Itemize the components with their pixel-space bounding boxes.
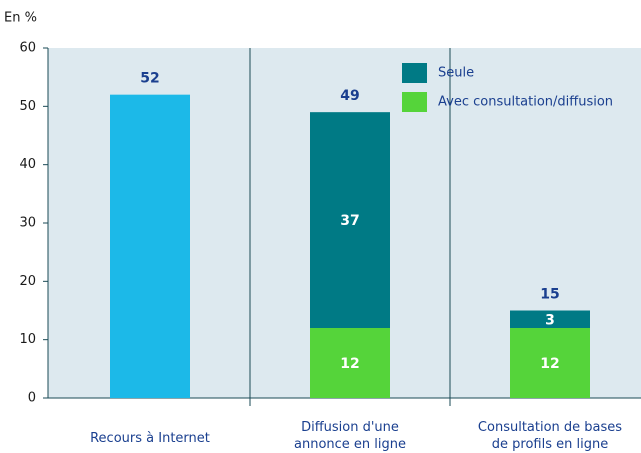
y-axis-label: En % <box>4 11 37 26</box>
y-tick-label: 30 <box>19 216 36 231</box>
total-label: 15 <box>540 287 559 303</box>
x-tick-label: Diffusion d'une annonce en ligne <box>294 420 406 452</box>
y-tick-label: 40 <box>19 157 36 172</box>
x-tick-label: Consultation de bases de profils en ligne <box>478 420 622 452</box>
bar-segment <box>110 94 190 399</box>
x-tick-label-line: de profils en ligne <box>492 437 608 452</box>
x-tick-label-line: annonce en ligne <box>294 437 406 452</box>
x-tick-label-line: Diffusion d'une <box>301 420 399 435</box>
segment-label: 3 <box>545 312 555 328</box>
y-tick-label: 50 <box>19 99 36 114</box>
bar-segment <box>310 328 390 398</box>
legend-label: Seule <box>438 66 474 81</box>
segment-label: 12 <box>340 356 359 372</box>
segment-label: 37 <box>340 213 359 229</box>
total-label: 49 <box>340 88 359 104</box>
bar-segment <box>310 112 390 329</box>
x-tick-label-line: Consultation de bases <box>478 420 622 435</box>
y-tick-label: 60 <box>19 41 36 56</box>
x-tick-label-line: Recours à Internet <box>90 431 210 446</box>
legend-swatch <box>402 92 427 112</box>
segment-label: 12 <box>540 356 559 372</box>
y-tick-label: 20 <box>19 274 36 289</box>
total-label: 52 <box>140 71 159 87</box>
legend-swatch <box>402 63 427 83</box>
y-tick-label: 10 <box>19 332 36 347</box>
legend-label: Avec consultation/diffusion <box>438 95 613 110</box>
bar-segment <box>510 310 590 328</box>
y-tick-label: 0 <box>28 391 36 406</box>
x-tick-label: Recours à Internet <box>90 431 210 446</box>
bar-segment <box>510 328 590 398</box>
